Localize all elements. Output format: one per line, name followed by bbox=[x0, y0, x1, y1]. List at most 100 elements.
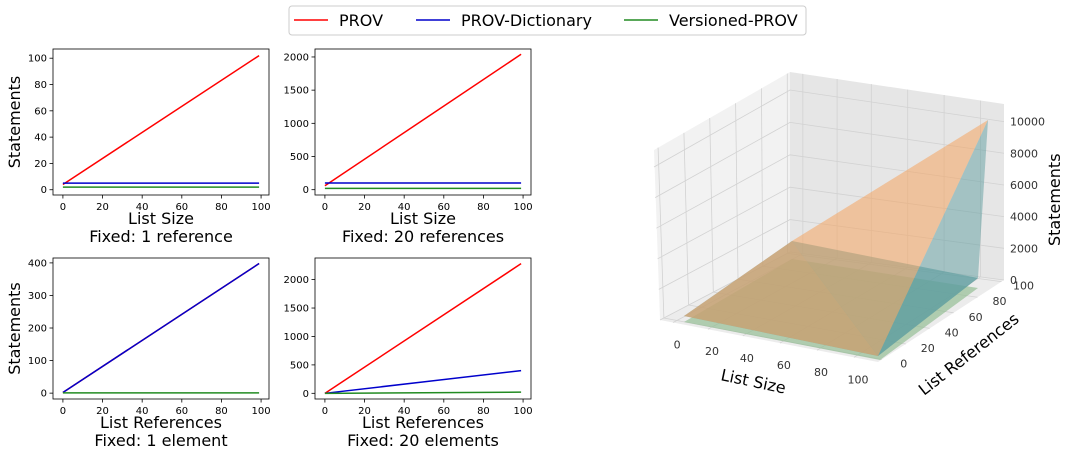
xtick-label: 60 bbox=[175, 406, 188, 417]
surface-prov-dictionary-edge bbox=[878, 120, 988, 356]
ytick-label-3d: 0 bbox=[900, 358, 907, 371]
xtick-label: 60 bbox=[175, 202, 188, 213]
grid-line bbox=[761, 88, 764, 267]
xtick-label-3d: 0 bbox=[674, 339, 681, 352]
axes-frame bbox=[52, 257, 270, 400]
legend: PROV PROV-Dictionary Versioned-PROV bbox=[288, 5, 807, 36]
series-line-prov-dictionary bbox=[62, 262, 260, 394]
ytick-label: 400 bbox=[28, 258, 47, 269]
xtick-label: 20 bbox=[96, 202, 109, 213]
ytick-label: 1500 bbox=[284, 304, 309, 315]
ylabel: Statements bbox=[5, 76, 24, 169]
ytick-label: 0 bbox=[303, 185, 309, 196]
legend-frame bbox=[288, 5, 807, 36]
ytick-label: 500 bbox=[290, 152, 309, 163]
ztick-label-3d: 4000 bbox=[1010, 211, 1038, 224]
ztick-label-3d: 0 bbox=[1010, 274, 1017, 287]
surface-prov-lower bbox=[684, 241, 878, 356]
xtick-label: 80 bbox=[215, 202, 228, 213]
plot-3d-surface: 0204060801000204060801000200040006000800… bbox=[653, 72, 1064, 399]
ytick-label: 500 bbox=[290, 360, 309, 371]
pane-back-left bbox=[654, 72, 790, 320]
xtick-label-3d: 100 bbox=[848, 373, 869, 386]
subtitle: Fixed: 20 references bbox=[342, 227, 504, 246]
subtitle: Fixed: 1 element bbox=[94, 431, 227, 450]
legend-item-prov-dictionary: PROV-Dictionary bbox=[416, 11, 592, 30]
axes-frame bbox=[314, 48, 532, 196]
axes-frame bbox=[52, 48, 270, 196]
xtick-label: 100 bbox=[514, 406, 533, 417]
xtick-label: 20 bbox=[358, 202, 371, 213]
surface-prov-upper bbox=[792, 120, 988, 356]
xtick-label: 100 bbox=[514, 202, 533, 213]
xtick-label: 80 bbox=[477, 202, 490, 213]
ytick-label: 300 bbox=[28, 291, 47, 302]
xtick-label: 60 bbox=[437, 406, 450, 417]
legend-label-prov: PROV bbox=[339, 11, 383, 30]
grid-line bbox=[653, 89, 1005, 168]
axes-frame bbox=[314, 257, 532, 400]
ytick-label-3d: 80 bbox=[993, 295, 1007, 308]
series-line-prov-dictionary bbox=[324, 369, 522, 395]
ytick-label: 40 bbox=[34, 133, 47, 144]
xlabel: List References bbox=[100, 413, 222, 432]
ticks-3d: 0204060801000204060801000200040006000800… bbox=[674, 116, 1045, 387]
series-line-prov bbox=[324, 263, 522, 394]
xlabel: List Size bbox=[128, 209, 194, 228]
xtick-label: 20 bbox=[96, 406, 109, 417]
xtick-label: 80 bbox=[215, 406, 228, 417]
ylabel: Statements bbox=[5, 282, 24, 375]
xtick-label: 0 bbox=[322, 202, 328, 213]
ytick-label: 1000 bbox=[284, 332, 309, 343]
series-line-prov bbox=[324, 53, 522, 187]
grid-line bbox=[657, 147, 665, 318]
xtick-label-3d: 40 bbox=[740, 352, 754, 365]
xtick-label: 100 bbox=[252, 406, 271, 417]
xtick-label: 60 bbox=[437, 202, 450, 213]
subtitle: Fixed: 1 reference bbox=[89, 227, 233, 246]
ytick-label-3d: 100 bbox=[1013, 280, 1034, 293]
ytick-label: 2000 bbox=[284, 275, 309, 286]
grid-line bbox=[683, 132, 689, 306]
plot-list-references-1-element: 0 20 40 60 80 100 0 100 200 300 400 List References… bbox=[5, 257, 271, 450]
ytick-label: 80 bbox=[34, 80, 47, 91]
ytick-label: 1000 bbox=[284, 119, 309, 130]
xtick-label-3d: 80 bbox=[814, 366, 828, 379]
ytick-label: 0 bbox=[41, 185, 47, 196]
ytick-label-3d: 20 bbox=[921, 342, 935, 355]
xtick-label: 40 bbox=[136, 202, 149, 213]
xtick-label: 100 bbox=[252, 202, 271, 213]
grid-line bbox=[655, 121, 1005, 198]
subtitle: Fixed: 20 elements bbox=[347, 431, 499, 450]
ytick-label: 2000 bbox=[284, 52, 309, 63]
xtick-label: 40 bbox=[136, 406, 149, 417]
xtick-label: 40 bbox=[398, 406, 411, 417]
legend-label-prov-dictionary: PROV-Dictionary bbox=[461, 11, 592, 30]
ytick-label-3d: 40 bbox=[945, 326, 959, 339]
zlabel-3d: Statements bbox=[1045, 153, 1064, 246]
ytick-label-3d: 60 bbox=[969, 311, 983, 324]
grid-line bbox=[735, 103, 739, 280]
xtick-label: 0 bbox=[322, 406, 328, 417]
ytick-label: 100 bbox=[28, 54, 47, 65]
series-line-versioned-prov bbox=[324, 391, 522, 395]
ytick-label: 0 bbox=[41, 389, 47, 400]
plot-list-size-1-reference: 0 20 40 60 80 100 0 20 40 60 80 100 List SizeFixed: … bbox=[5, 48, 271, 246]
series-line-prov bbox=[62, 54, 260, 186]
ytick-label: 0 bbox=[303, 389, 309, 400]
ytick-label: 60 bbox=[34, 106, 47, 117]
ytick-label: 100 bbox=[28, 356, 47, 367]
xtick-label: 0 bbox=[60, 406, 66, 417]
xtick-label-3d: 60 bbox=[777, 359, 791, 372]
ytick-label: 1500 bbox=[284, 86, 309, 97]
xtick-label: 0 bbox=[60, 202, 66, 213]
xlabel: List Size bbox=[390, 209, 456, 228]
ytick-label: 20 bbox=[34, 159, 47, 170]
ztick-label-3d: 6000 bbox=[1010, 179, 1038, 192]
xtick-label: 40 bbox=[398, 202, 411, 213]
xtick-label: 80 bbox=[477, 406, 490, 417]
xtick-label-3d: 20 bbox=[705, 345, 719, 358]
xlabel: List References bbox=[362, 413, 484, 432]
